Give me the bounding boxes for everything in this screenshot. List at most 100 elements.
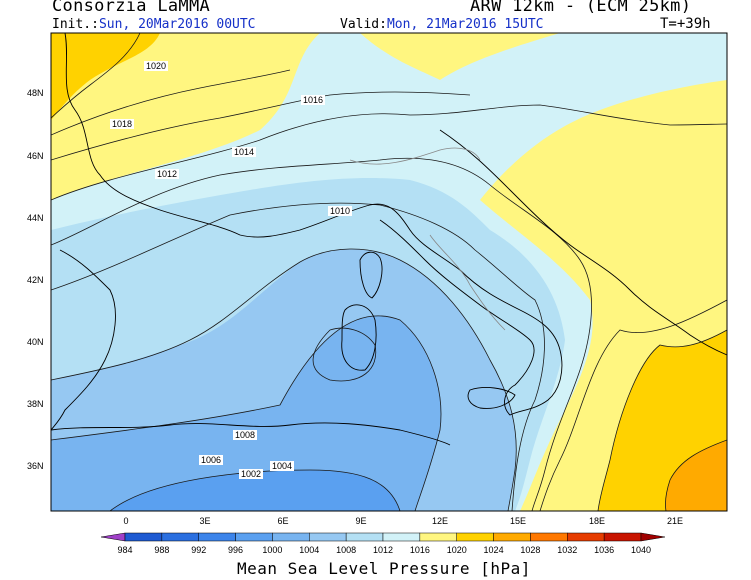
coast-adriatic-east	[439, 129, 727, 356]
colorbar-level-label: 996	[228, 545, 243, 555]
colorbar-segment	[567, 532, 605, 542]
field-1024-se	[665, 440, 727, 511]
coastlines	[51, 33, 727, 446]
colorbar-level-label: 1024	[484, 545, 504, 555]
label-1002: 1002	[239, 469, 263, 479]
coast-north-africa	[51, 422, 451, 446]
label-1016-text: 1016	[303, 95, 323, 105]
label-1020-text: 1020	[146, 61, 166, 71]
colorbar-level-label: 1036	[594, 545, 614, 555]
colorbar-segment	[493, 532, 531, 542]
coast-iberia	[51, 249, 116, 431]
lat-44n: 44N	[27, 213, 44, 223]
isobar-1020	[51, 33, 141, 119]
lon-15e: 15E	[510, 516, 526, 526]
label-1002-text: 1002	[241, 469, 261, 479]
colorbar-level-label: 1032	[557, 545, 577, 555]
colorbar-level-label: 1000	[262, 545, 282, 555]
colorbar	[100, 532, 666, 542]
colorbar-segment	[309, 532, 347, 542]
valid-label: Valid:	[340, 17, 387, 32]
lat-48n: 48N	[27, 88, 44, 98]
colorbar-segment	[456, 532, 494, 542]
label-1008: 1008	[233, 430, 257, 440]
label-1016: 1016	[301, 95, 325, 105]
lon-0: 0	[123, 516, 128, 526]
colorbar-level-label: 984	[117, 545, 132, 555]
isobar-1004	[109, 469, 401, 511]
colorbar-level-label: 1004	[299, 545, 319, 555]
label-1004: 1004	[270, 461, 294, 471]
label-1012: 1012	[155, 169, 179, 179]
forecast-step: T=+39h	[660, 16, 711, 32]
coast-sardinia	[341, 304, 377, 371]
isobar-1006	[51, 315, 442, 511]
lon-3e: 3E	[199, 516, 210, 526]
colorbar-level-label: 1008	[336, 545, 356, 555]
lat-36n: 36N	[27, 461, 44, 471]
label-1018-text: 1018	[112, 119, 132, 129]
label-1018: 1018	[110, 119, 134, 129]
map-frame	[50, 32, 728, 512]
colorbar-level-label: 1028	[520, 545, 540, 555]
colorbar-level-label: 1040	[631, 545, 651, 555]
isobar-1014-se	[539, 299, 727, 511]
isobars	[51, 33, 727, 511]
borders	[349, 147, 506, 331]
init-time: Init.:Sun, 20Mar2016 00UTC	[52, 17, 256, 32]
label-1010-text: 1010	[330, 206, 350, 216]
field-1020-nw	[51, 33, 160, 120]
colorbar-segment	[530, 532, 568, 542]
label-1008-text: 1008	[235, 430, 255, 440]
colorbar-segment	[345, 532, 384, 542]
isobar-labels: 1020 1018 1016 1014 1012 1010 1008 1006 …	[110, 61, 352, 479]
colorbar-level-label: 1016	[410, 545, 430, 555]
isobar-1012	[51, 157, 592, 511]
isobar-1004-low	[312, 327, 377, 382]
label-1014-text: 1014	[234, 147, 254, 157]
valid-time: Valid:Mon, 21Mar2016 15UTC	[340, 17, 544, 32]
border-alps	[349, 147, 481, 165]
colorbar-segment	[272, 532, 310, 542]
colorbar-max-triangle	[640, 532, 666, 542]
isobar-1018	[51, 69, 291, 136]
model-title: ARW 12km - (ECM 25km)	[470, 0, 692, 16]
colorbar-labels: 984 988 992 996 1000 1004 1008 1012 1016 1020 1024…	[117, 545, 651, 555]
colorbar-segment	[124, 532, 163, 542]
isobar-1010	[51, 202, 545, 511]
colorbar-segment	[419, 532, 457, 542]
colorbar-title: Mean Sea Level Pressure [hPa]	[237, 559, 531, 578]
lon-12e: 12E	[432, 516, 448, 526]
field-996	[110, 470, 400, 511]
label-1020: 1020	[144, 61, 168, 71]
colorbar-min-triangle	[100, 532, 126, 542]
label-1014: 1014	[232, 147, 256, 157]
lat-46n: 46N	[27, 151, 44, 161]
label-1012-text: 1012	[157, 169, 177, 179]
isobar-1008	[51, 248, 517, 511]
field-1000	[51, 315, 441, 511]
coast-italy-france	[64, 33, 563, 416]
label-1004-text: 1004	[272, 461, 292, 471]
valid-value: Mon, 21Mar2016 15UTC	[386, 17, 544, 32]
lon-18e: 18E	[589, 516, 605, 526]
isobar-1014	[51, 104, 727, 201]
init-label: Init.:	[52, 17, 99, 32]
colorbar-level-label: 992	[191, 545, 206, 555]
lat-40n: 40N	[27, 337, 44, 347]
isobar-1020-se	[665, 439, 727, 511]
label-1010: 1010	[328, 206, 352, 216]
colorbar-level-label: 1020	[447, 545, 467, 555]
coast-sicily	[467, 387, 516, 409]
field-1012-ne	[560, 33, 727, 80]
colorbar-segment	[603, 532, 642, 542]
lon-6e: 6E	[277, 516, 288, 526]
lon-9e: 9E	[355, 516, 366, 526]
colorbar-segment	[235, 532, 273, 542]
isobar-1016	[51, 91, 471, 161]
init-value: Sun, 20Mar2016 00UTC	[98, 17, 256, 32]
latitude-axis: 48N 46N 44N 42N 40N 38N 36N	[27, 88, 44, 471]
coast-corsica	[359, 251, 383, 299]
longitude-axis: 0 3E 6E 9E 12E 15E 18E 21E	[123, 516, 683, 526]
